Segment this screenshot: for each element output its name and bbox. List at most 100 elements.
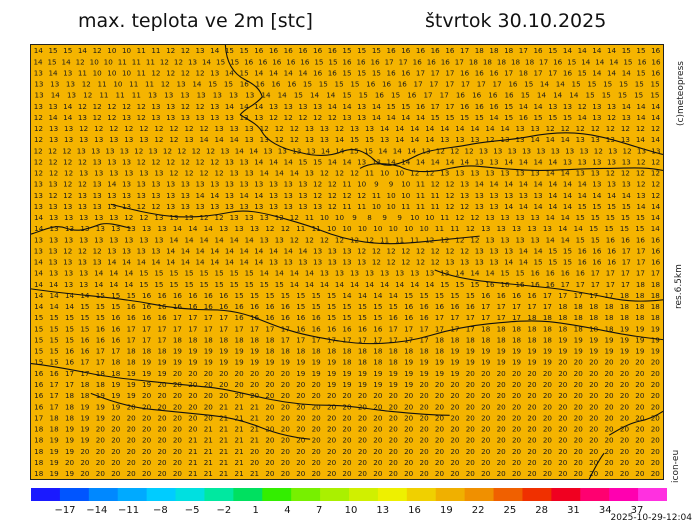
grid-value: 13 (109, 213, 118, 222)
grid-value: 20 (157, 413, 167, 422)
grid-value: 12 (195, 102, 204, 111)
grid-value: 15 (235, 291, 244, 300)
grid-value: 20 (127, 425, 137, 434)
grid-value: 13 (320, 135, 329, 144)
grid-value: 19 (404, 380, 414, 389)
grid-value: 14 (470, 269, 480, 278)
grid-value: 14 (65, 291, 75, 300)
grid-value: 14 (592, 46, 602, 55)
grid-value: 13 (485, 235, 494, 244)
grid-value: 20 (389, 458, 399, 467)
grid-value: 16 (472, 91, 482, 100)
grid-value: 14 (195, 191, 205, 200)
grid-value: 19 (127, 391, 137, 400)
grid-value: 12 (335, 235, 344, 244)
grid-value: 13 (34, 180, 43, 189)
grid-value: 20 (481, 425, 491, 434)
grid-value: 17 (539, 57, 548, 66)
grid-value: 15 (358, 313, 367, 322)
grid-value: 19 (327, 380, 337, 389)
grid-value: 14 (254, 191, 264, 200)
grid-value: 14 (607, 191, 617, 200)
grid-value: 15 (359, 91, 368, 100)
grid-value: 16 (157, 291, 167, 300)
grid-value: 20 (481, 458, 491, 467)
grid-value: 13 (470, 169, 479, 178)
grid-value: 14 (240, 191, 250, 200)
grid-value: 10 (373, 224, 383, 233)
grid-value: 16 (65, 358, 75, 367)
grid-value: 14 (210, 191, 220, 200)
grid-value: 18 (512, 335, 522, 344)
grid-value: 17 (445, 80, 454, 89)
grid-value: 20 (358, 469, 368, 478)
grid-value: 12 (195, 157, 204, 166)
grid-value: 15 (592, 202, 601, 211)
grid-value: 14 (416, 113, 426, 122)
grid-value: 12 (606, 124, 615, 133)
grid-value: 14 (188, 224, 198, 233)
grid-value: 16 (489, 102, 499, 111)
grid-value: 19 (543, 347, 553, 356)
grid-value: 14 (50, 291, 60, 300)
grid-value: 17 (219, 313, 228, 322)
grid-value: 20 (466, 436, 476, 445)
resolution-label: res.6.5km (674, 264, 684, 309)
grid-value: 13 (34, 235, 43, 244)
grid-value: 20 (651, 469, 661, 478)
grid-value: 15 (230, 280, 239, 289)
grid-value: 20 (558, 447, 568, 456)
grid-value: 12 (445, 246, 454, 255)
grid-value: 15 (48, 57, 57, 66)
grid-value: 16 (500, 280, 510, 289)
grid-value: 18 (235, 335, 245, 344)
grid-value: 13 (395, 269, 404, 278)
grid-value: 14 (592, 68, 602, 77)
grid-value: 15 (634, 91, 643, 100)
grid-value: 12 (269, 113, 278, 122)
grid-value: 18 (219, 335, 229, 344)
grid-value: 13 (166, 102, 175, 111)
grid-value: 20 (173, 447, 183, 456)
grid-value: 13 (313, 246, 322, 255)
grid-value: 17 (591, 269, 600, 278)
grid-value: 20 (327, 447, 337, 456)
grid-value: 20 (543, 369, 553, 378)
grid-value: 13 (34, 191, 43, 200)
grid-value: 16 (375, 91, 385, 100)
grid-value: 20 (512, 413, 522, 422)
grid-value: 15 (240, 68, 249, 77)
grid-value: 18 (543, 335, 553, 344)
grid-value: 20 (450, 402, 460, 411)
grid-value: 13 (515, 135, 524, 144)
grid-value: 19 (342, 380, 352, 389)
grid-value: 15 (50, 324, 59, 333)
grid-value: 12 (436, 146, 445, 155)
grid-value: 20 (543, 458, 553, 467)
grid-value: 21 (250, 436, 259, 445)
grid-value: 19 (589, 335, 599, 344)
grid-value: 14 (34, 291, 44, 300)
grid-value: 19 (111, 391, 121, 400)
grid-value: 19 (127, 369, 137, 378)
grid-value: 14 (62, 57, 72, 66)
grid-value: 15 (504, 102, 513, 111)
grid-value: 20 (389, 402, 399, 411)
grid-value: 13 (298, 191, 307, 200)
grid-value: 17 (543, 302, 552, 311)
grid-value: 16 (250, 302, 260, 311)
grid-value: 12 (651, 180, 660, 189)
grid-value: 12 (63, 191, 72, 200)
grid-value: 20 (574, 447, 584, 456)
grid-value: 16 (281, 302, 291, 311)
grid-value: 17 (96, 358, 105, 367)
grid-value: 12 (320, 169, 329, 178)
grid-value: 14 (254, 68, 264, 77)
grid-value: 19 (512, 358, 522, 367)
grid-value: 12 (63, 157, 72, 166)
grid-value: 17 (219, 324, 228, 333)
grid-value: 19 (312, 358, 322, 367)
grid-value: 14 (305, 280, 315, 289)
grid-value: 20 (127, 436, 137, 445)
grid-value: 12 (169, 124, 178, 133)
